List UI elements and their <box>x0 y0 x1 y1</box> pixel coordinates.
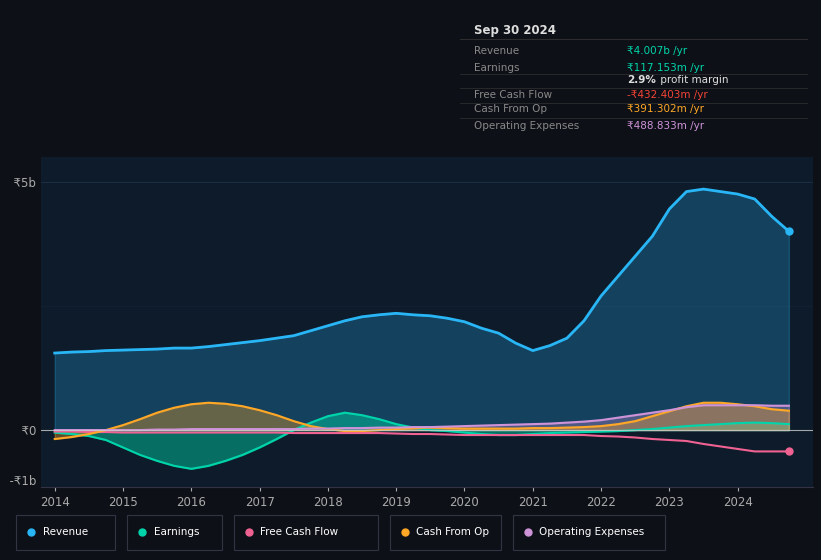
Text: profit margin: profit margin <box>657 75 728 85</box>
Text: Cash From Op: Cash From Op <box>474 105 547 114</box>
Bar <box>390 515 501 550</box>
Bar <box>513 515 665 550</box>
Text: Revenue: Revenue <box>43 527 88 537</box>
Text: Free Cash Flow: Free Cash Flow <box>474 90 552 100</box>
Bar <box>234 515 378 550</box>
Bar <box>16 515 115 550</box>
Text: Operating Expenses: Operating Expenses <box>539 527 644 537</box>
Text: ₹4.007b /yr: ₹4.007b /yr <box>627 46 687 57</box>
Bar <box>127 515 222 550</box>
Text: 2.9%: 2.9% <box>627 75 656 85</box>
Text: Cash From Op: Cash From Op <box>416 527 489 537</box>
Text: Revenue: Revenue <box>474 46 519 57</box>
Text: Earnings: Earnings <box>154 527 199 537</box>
Text: -₹432.403m /yr: -₹432.403m /yr <box>627 90 708 100</box>
Text: Sep 30 2024: Sep 30 2024 <box>474 25 556 38</box>
Text: Free Cash Flow: Free Cash Flow <box>260 527 338 537</box>
Text: ₹488.833m /yr: ₹488.833m /yr <box>627 121 704 130</box>
Text: Earnings: Earnings <box>474 63 520 73</box>
Text: ₹117.153m /yr: ₹117.153m /yr <box>627 63 704 73</box>
Text: ₹391.302m /yr: ₹391.302m /yr <box>627 105 704 114</box>
Text: Operating Expenses: Operating Expenses <box>474 121 579 130</box>
